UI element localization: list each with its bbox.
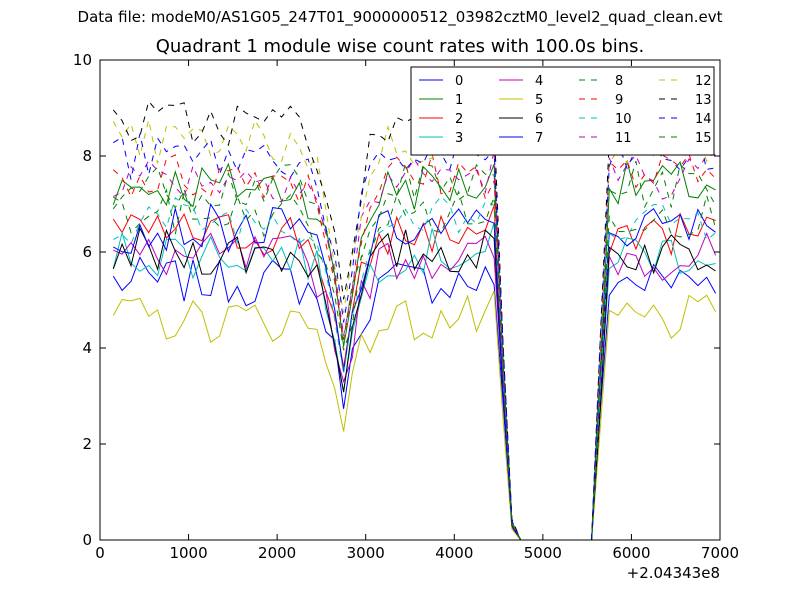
series-2-line	[112, 205, 716, 541]
series-1-line	[112, 160, 716, 541]
series-15-line	[113, 188, 717, 541]
series-4-line	[113, 232, 717, 541]
legend-label-4: 4	[535, 74, 543, 89]
legend-label-8: 8	[615, 74, 623, 89]
legend-label-11: 11	[615, 131, 632, 146]
x-tick-label: 3000	[347, 544, 385, 562]
series-8-line	[112, 160, 717, 541]
series-6-line	[112, 226, 716, 541]
y-tick-label: 10	[73, 51, 92, 69]
y-tick-label: 0	[82, 531, 92, 549]
legend-label-12: 12	[695, 74, 712, 89]
legend-label-6: 6	[535, 112, 543, 127]
x-tick-label: 0	[95, 544, 105, 562]
legend-label-3: 3	[455, 131, 463, 146]
x-tick-label: 2000	[258, 544, 296, 562]
chart-suptitle: Data file: modeM0/AS1G05_247T01_90000005…	[77, 8, 723, 26]
series-9-line	[112, 152, 716, 541]
y-tick-label: 2	[82, 435, 92, 453]
series-5-line	[112, 290, 717, 541]
x-tick-label: 6000	[612, 544, 650, 562]
y-tick-label: 4	[82, 339, 92, 357]
x-offset-label: +2.04343e8	[627, 564, 720, 582]
legend-label-1: 1	[455, 93, 463, 108]
series-layer	[112, 100, 717, 541]
legend-label-14: 14	[695, 112, 712, 127]
legend-label-5: 5	[535, 93, 543, 108]
legend-box	[410, 66, 715, 156]
series-0-line	[112, 256, 717, 541]
legend-label-0: 0	[455, 74, 463, 89]
x-tick-label: 1000	[169, 544, 207, 562]
series-7-line	[113, 202, 716, 541]
y-tick-label: 8	[82, 147, 92, 165]
legend-label-15: 15	[695, 131, 712, 146]
ticks-layer: 0 1000 2000 3000 4000 5000 6000 70000246810+2.0…	[73, 51, 739, 582]
series-14-line	[113, 132, 716, 541]
x-tick-label: 7000	[701, 544, 739, 562]
series-11-line	[113, 150, 716, 541]
axes-frame	[99, 59, 721, 541]
x-tick-label: 5000	[524, 544, 562, 562]
series-10-line	[113, 195, 716, 541]
x-tick-label: 4000	[435, 544, 473, 562]
chart-title: Quadrant 1 module wise count rates with …	[155, 36, 645, 57]
legend-label-7: 7	[535, 131, 543, 146]
legend-label-10: 10	[615, 112, 632, 127]
y-tick-label: 6	[82, 243, 92, 261]
legend-label-2: 2	[455, 112, 463, 127]
series-12-line	[112, 118, 717, 541]
legend-label-13: 13	[695, 93, 712, 108]
legend-label-9: 9	[615, 93, 623, 108]
series-3-line	[112, 222, 716, 541]
